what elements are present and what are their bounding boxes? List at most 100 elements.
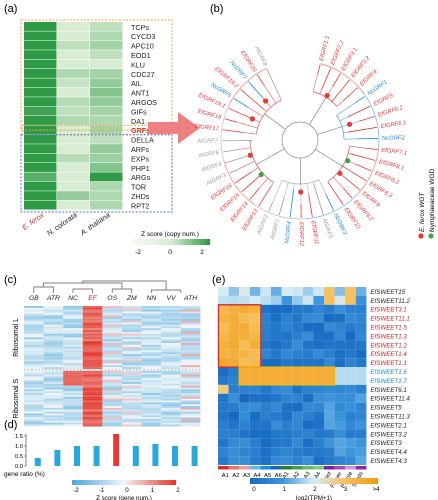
heat-cell xyxy=(122,307,142,310)
heat-cell xyxy=(345,376,356,385)
heat-cell xyxy=(24,411,44,414)
heat-cell xyxy=(141,407,162,410)
tree-leaf-label: EfGRF18 xyxy=(197,109,223,122)
bar xyxy=(152,444,159,466)
heat-cell xyxy=(180,387,201,390)
heat-cell xyxy=(82,394,103,397)
column-label: A3 xyxy=(243,473,250,479)
scale-swatch xyxy=(170,480,174,485)
heat-cell xyxy=(334,340,346,350)
heat-cell xyxy=(180,309,201,312)
heat-cell xyxy=(43,346,64,349)
heat-cell xyxy=(82,348,103,351)
heat-cell xyxy=(24,22,57,31)
heat-cell xyxy=(141,350,162,353)
tree-branch xyxy=(239,161,255,169)
gene-label: ANT1 xyxy=(131,89,149,98)
scale-swatch xyxy=(139,239,143,245)
scale-swatch xyxy=(160,239,164,245)
heat-cell xyxy=(334,304,346,314)
species-label: N. colorata xyxy=(45,210,79,237)
heat-cell xyxy=(302,429,314,439)
heat-cell xyxy=(102,419,122,421)
tree-leaf-branch xyxy=(355,163,372,172)
heat-cell xyxy=(180,415,201,418)
heat-cell xyxy=(24,372,44,375)
heat-cell xyxy=(249,384,261,394)
heat-cell xyxy=(82,400,103,403)
heat-cell xyxy=(82,385,103,388)
heat-cell xyxy=(161,370,181,373)
heat-cell xyxy=(249,447,261,457)
tree-branch xyxy=(283,182,289,197)
heat-cell xyxy=(180,413,201,416)
heat-cell xyxy=(82,402,103,405)
heat-cell xyxy=(355,411,367,421)
heat-cell xyxy=(141,382,162,384)
heat-cell xyxy=(24,153,57,163)
heat-cell xyxy=(161,355,181,358)
heat-cell xyxy=(218,420,229,430)
heat-cell xyxy=(345,429,356,439)
heat-cell xyxy=(161,400,181,403)
heat-cell xyxy=(102,318,122,321)
heat-cell xyxy=(43,389,64,392)
heat-cell xyxy=(122,404,142,407)
heat-cell xyxy=(82,419,103,421)
heat-cell xyxy=(324,322,335,332)
heat-cell xyxy=(102,394,122,397)
heat-cell xyxy=(102,407,122,410)
heat-cell xyxy=(24,331,44,334)
heat-cell xyxy=(43,417,64,420)
heat-cell xyxy=(302,304,314,314)
tree-leaf-label: AtGRF5 xyxy=(321,217,333,240)
row-label: EfSWEET4.3 xyxy=(370,458,407,465)
column-label: A4 xyxy=(254,473,262,479)
heat-cell xyxy=(24,315,44,318)
heat-cell xyxy=(63,367,83,369)
heat-cell xyxy=(239,367,250,376)
heat-cell xyxy=(355,402,367,412)
heat-cell xyxy=(122,367,142,369)
heat-cell xyxy=(24,402,44,405)
heat-cell xyxy=(324,349,335,359)
heat-cell xyxy=(180,337,201,340)
heat-cell xyxy=(122,361,142,364)
heat-cell xyxy=(24,409,44,412)
tree-outer-ring xyxy=(223,160,255,206)
scale-swatch xyxy=(134,239,138,245)
gene-label: PHP1 xyxy=(131,164,150,173)
heat-cell xyxy=(292,411,303,421)
y-tick-label: 0.5 xyxy=(15,454,23,460)
column-color-strip xyxy=(355,466,367,470)
heat-cell xyxy=(161,318,181,321)
heat-cell xyxy=(43,309,64,312)
heat-cell xyxy=(249,393,261,403)
heat-cell xyxy=(249,456,261,465)
heat-cell xyxy=(180,389,201,392)
heat-cell xyxy=(141,346,162,349)
heat-cell xyxy=(102,367,122,369)
heat-cell xyxy=(141,348,162,351)
heat-cell xyxy=(102,348,122,351)
heat-cell xyxy=(122,387,142,390)
heat-cell xyxy=(292,402,303,412)
heat-cell xyxy=(218,313,229,323)
heat-cell xyxy=(334,393,346,403)
heat-cell xyxy=(334,384,346,394)
scale-swatch xyxy=(173,239,177,245)
tree-branch xyxy=(248,107,263,117)
heat-cell xyxy=(239,376,250,385)
heat-cell xyxy=(260,420,271,430)
heat-cell xyxy=(271,358,282,368)
heat-cell xyxy=(334,376,346,385)
tree-leaf-branch xyxy=(256,74,265,86)
heat-cell xyxy=(249,411,261,421)
heat-cell xyxy=(122,396,142,399)
heat-cell xyxy=(141,383,162,386)
heat-cell xyxy=(63,389,83,392)
scale-swatch xyxy=(150,239,153,245)
heat-cell xyxy=(63,357,83,360)
heat-cell xyxy=(239,331,250,341)
heat-cell xyxy=(57,125,90,135)
